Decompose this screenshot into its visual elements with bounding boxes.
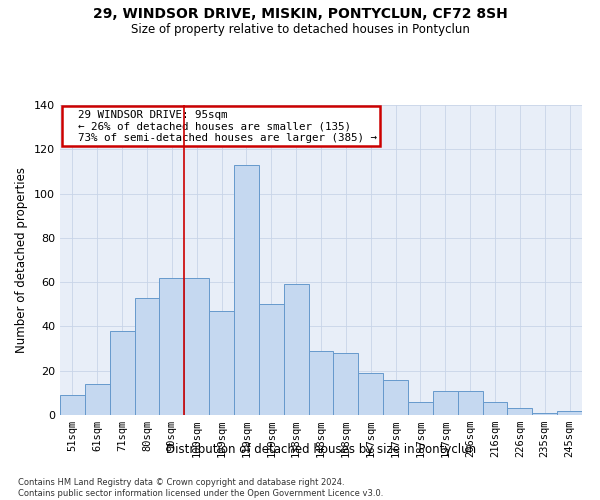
Bar — [284, 284, 308, 415]
Y-axis label: Number of detached properties: Number of detached properties — [16, 167, 28, 353]
Bar — [259, 304, 284, 415]
Bar — [433, 390, 458, 415]
Bar — [160, 278, 184, 415]
Bar — [60, 395, 85, 415]
Text: 29, WINDSOR DRIVE, MISKIN, PONTYCLUN, CF72 8SH: 29, WINDSOR DRIVE, MISKIN, PONTYCLUN, CF… — [92, 8, 508, 22]
Text: Contains HM Land Registry data © Crown copyright and database right 2024.
Contai: Contains HM Land Registry data © Crown c… — [18, 478, 383, 498]
Bar — [184, 278, 209, 415]
Bar — [458, 390, 482, 415]
Bar — [383, 380, 408, 415]
Bar — [358, 373, 383, 415]
Bar — [557, 410, 582, 415]
Bar — [482, 402, 508, 415]
Text: Size of property relative to detached houses in Pontyclun: Size of property relative to detached ho… — [131, 22, 469, 36]
Bar — [532, 413, 557, 415]
Bar — [209, 311, 234, 415]
Text: 29 WINDSOR DRIVE: 95sqm
  ← 26% of detached houses are smaller (135)
  73% of se: 29 WINDSOR DRIVE: 95sqm ← 26% of detache… — [65, 110, 377, 143]
Bar — [334, 353, 358, 415]
Bar — [234, 165, 259, 415]
Bar — [408, 402, 433, 415]
Bar — [134, 298, 160, 415]
Bar — [508, 408, 532, 415]
Bar — [85, 384, 110, 415]
Bar — [308, 351, 334, 415]
Text: Distribution of detached houses by size in Pontyclun: Distribution of detached houses by size … — [166, 442, 476, 456]
Bar — [110, 331, 134, 415]
